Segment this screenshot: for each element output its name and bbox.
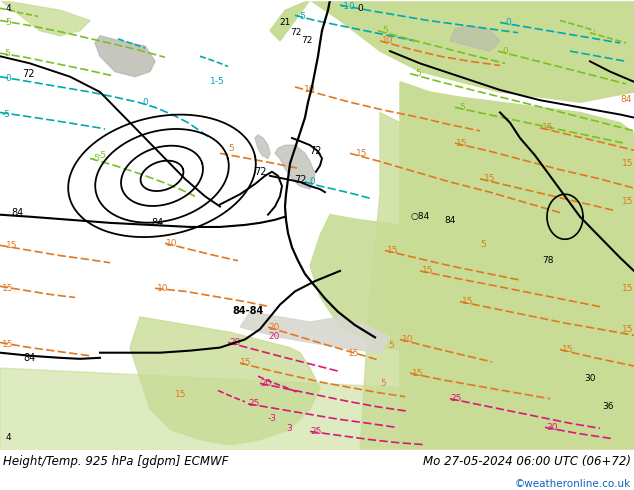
Text: 5: 5 xyxy=(4,49,10,58)
Text: 1-5: 1-5 xyxy=(210,77,224,86)
Text: 5: 5 xyxy=(459,103,465,112)
Polygon shape xyxy=(95,36,155,76)
Text: 72: 72 xyxy=(301,36,313,46)
Polygon shape xyxy=(255,135,270,158)
Text: -5: -5 xyxy=(91,154,101,163)
Text: 72: 72 xyxy=(254,167,266,177)
Text: 15: 15 xyxy=(387,246,399,255)
Text: 15: 15 xyxy=(622,284,633,294)
Text: 15: 15 xyxy=(175,390,186,399)
Text: 5: 5 xyxy=(5,18,11,27)
Text: 4: 4 xyxy=(5,433,11,442)
Text: 20: 20 xyxy=(261,379,272,388)
Text: 15: 15 xyxy=(240,358,252,368)
Text: 15: 15 xyxy=(622,197,633,206)
Text: 5: 5 xyxy=(380,379,385,389)
Text: 20: 20 xyxy=(268,332,280,342)
Text: 72: 72 xyxy=(309,147,321,156)
Text: 25: 25 xyxy=(249,399,260,408)
Text: 36: 36 xyxy=(602,402,614,412)
Text: 84: 84 xyxy=(24,353,36,363)
Text: 15: 15 xyxy=(456,139,468,147)
Text: 3: 3 xyxy=(286,424,292,434)
Text: 15: 15 xyxy=(412,368,424,378)
Polygon shape xyxy=(130,317,320,445)
Text: 20: 20 xyxy=(230,338,241,347)
Text: -10: -10 xyxy=(340,1,356,11)
Text: 4: 4 xyxy=(5,4,11,13)
Text: 84: 84 xyxy=(444,216,456,225)
Polygon shape xyxy=(270,0,634,102)
Text: 0: 0 xyxy=(357,4,363,13)
Text: 15: 15 xyxy=(622,325,633,334)
Text: 72: 72 xyxy=(22,69,34,78)
Text: 0: 0 xyxy=(142,98,148,107)
Text: -5: -5 xyxy=(1,110,11,119)
Text: 0: 0 xyxy=(309,177,315,187)
Text: 10: 10 xyxy=(304,85,316,95)
Text: 84: 84 xyxy=(152,218,164,228)
Text: ○84: ○84 xyxy=(410,212,430,221)
Text: 15: 15 xyxy=(356,149,368,158)
Text: 21: 21 xyxy=(280,18,290,27)
Text: 15: 15 xyxy=(622,159,633,168)
Text: 5: 5 xyxy=(382,26,388,35)
Text: 15: 15 xyxy=(422,267,434,275)
Text: 15: 15 xyxy=(562,345,574,354)
Text: 15: 15 xyxy=(3,284,14,293)
Polygon shape xyxy=(360,113,634,450)
Text: 20: 20 xyxy=(268,322,280,332)
Text: 0: 0 xyxy=(505,18,511,27)
Text: 25: 25 xyxy=(310,427,321,436)
Text: 5: 5 xyxy=(480,241,486,249)
Text: 30: 30 xyxy=(547,423,558,432)
Text: 15: 15 xyxy=(484,174,496,183)
Text: -3: -3 xyxy=(268,414,277,423)
Text: 15: 15 xyxy=(3,340,14,349)
Text: 5: 5 xyxy=(415,69,421,78)
Text: 15: 15 xyxy=(6,241,18,250)
Polygon shape xyxy=(0,368,634,450)
Text: 10: 10 xyxy=(166,239,178,248)
Text: 15: 15 xyxy=(542,123,553,132)
Text: 15: 15 xyxy=(462,297,474,306)
Polygon shape xyxy=(275,145,315,189)
Polygon shape xyxy=(240,312,390,353)
Text: 78: 78 xyxy=(542,256,553,265)
Text: 5: 5 xyxy=(388,341,394,349)
Text: -5: -5 xyxy=(98,151,107,160)
Polygon shape xyxy=(0,0,90,36)
Text: 10: 10 xyxy=(157,284,169,293)
Polygon shape xyxy=(450,25,500,51)
Text: -5: -5 xyxy=(297,12,306,21)
Text: 15: 15 xyxy=(348,349,359,358)
Polygon shape xyxy=(400,82,634,450)
Text: 0: 0 xyxy=(502,47,508,56)
Text: 72: 72 xyxy=(294,175,306,185)
Text: 0: 0 xyxy=(5,74,11,83)
Text: 10: 10 xyxy=(402,335,414,344)
Text: 25: 25 xyxy=(450,394,462,403)
Text: 5: 5 xyxy=(228,144,234,153)
Text: 30: 30 xyxy=(585,374,596,383)
Text: 84-84: 84-84 xyxy=(233,306,264,316)
Text: Height/Temp. 925 hPa [gdpm] ECMWF: Height/Temp. 925 hPa [gdpm] ECMWF xyxy=(3,455,228,468)
Text: Mo 27-05-2024 06:00 UTC (06+72): Mo 27-05-2024 06:00 UTC (06+72) xyxy=(423,455,631,468)
Text: 10: 10 xyxy=(382,36,394,46)
Text: ©weatheronline.co.uk: ©weatheronline.co.uk xyxy=(515,479,631,489)
Text: 72: 72 xyxy=(290,28,302,37)
Text: 84: 84 xyxy=(620,95,631,104)
Text: 84: 84 xyxy=(12,208,24,218)
Polygon shape xyxy=(310,215,634,368)
